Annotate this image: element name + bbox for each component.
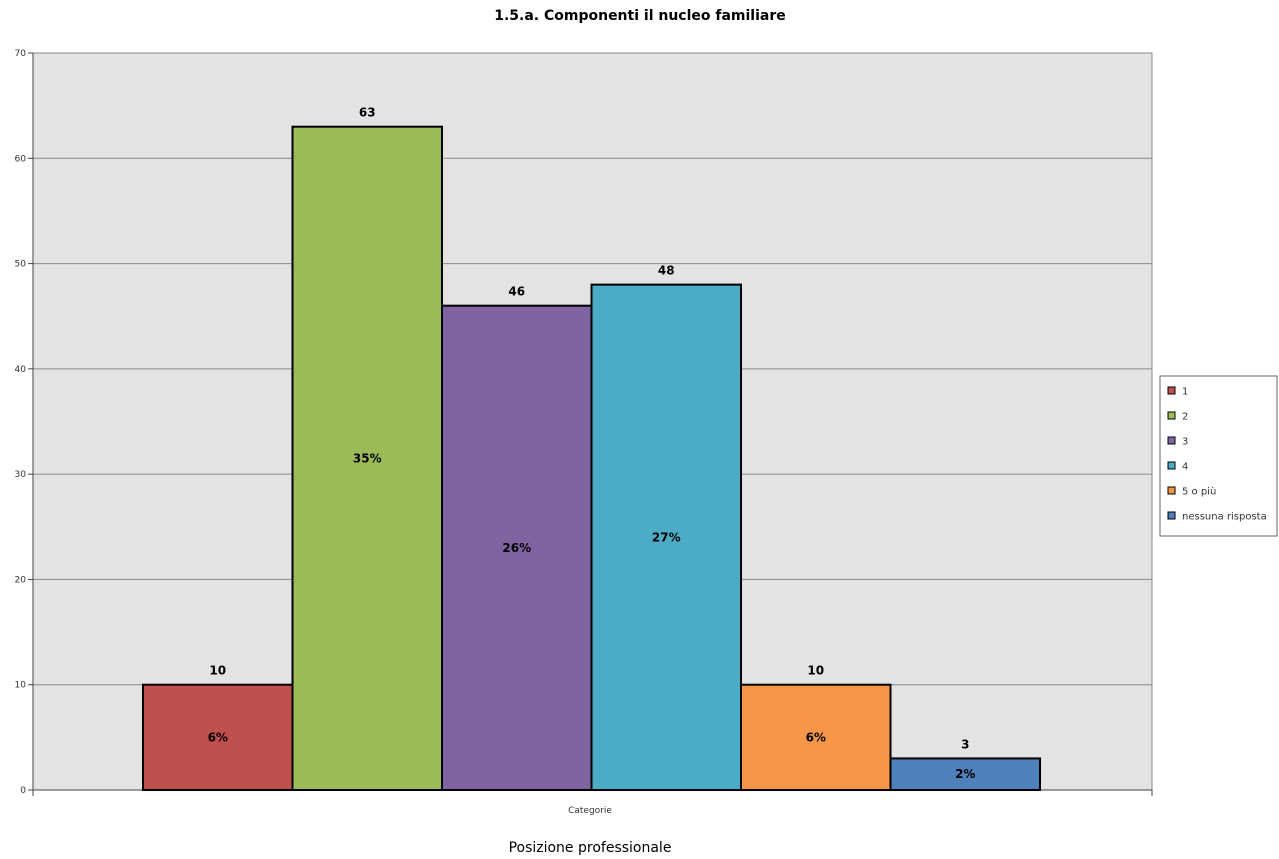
bar-2 bbox=[291, 125, 443, 791]
y-tick-label: 40 bbox=[15, 365, 27, 375]
x-axis-title: Posizione professionale bbox=[509, 840, 672, 856]
legend-label: 4 bbox=[1182, 462, 1188, 473]
bar-4 bbox=[590, 283, 742, 791]
bar-value-label: 63 bbox=[359, 106, 376, 120]
legend-label: 3 bbox=[1182, 437, 1188, 448]
legend: 1 2 3 4 5 o più nessuna risposta bbox=[1159, 375, 1278, 537]
legend-swatch bbox=[1167, 386, 1176, 395]
legend-swatch bbox=[1167, 436, 1176, 445]
bar-value-label: 3 bbox=[961, 737, 969, 751]
bar-value-label: 46 bbox=[508, 285, 525, 299]
x-category-label: Categorie bbox=[568, 806, 612, 816]
bar-percent-label: 27% bbox=[652, 530, 681, 544]
bar-3 bbox=[441, 304, 593, 791]
y-tick-label: 20 bbox=[15, 575, 27, 585]
legend-swatch bbox=[1167, 486, 1176, 495]
legend-box bbox=[1159, 375, 1278, 537]
chart-title: 1.5.a. Componenti il nucleo familiare bbox=[494, 8, 786, 24]
bar-percent-label: 2% bbox=[955, 767, 975, 781]
bar-5 bbox=[740, 683, 892, 792]
bar-percent-label: 6% bbox=[806, 730, 826, 744]
legend-swatch bbox=[1167, 411, 1176, 420]
bars bbox=[142, 125, 1041, 792]
y-tick-label: 30 bbox=[15, 470, 27, 480]
bar-6 bbox=[889, 757, 1041, 792]
bar-value-label: 10 bbox=[807, 664, 824, 678]
y-tick-label: 0 bbox=[20, 786, 26, 796]
legend-label: nessuna risposta bbox=[1182, 512, 1267, 523]
bar-1 bbox=[142, 683, 294, 792]
bar-value-label: 48 bbox=[658, 264, 675, 278]
bar-percent-label: 26% bbox=[502, 541, 531, 555]
y-tick-label: 10 bbox=[15, 681, 27, 691]
data-labels: 10 6% 63 35% 46 26% 48 27% 10 6% 3 2% bbox=[208, 106, 976, 782]
y-tick-label: 50 bbox=[15, 260, 27, 270]
y-tick-label: 60 bbox=[15, 154, 27, 164]
legend-label: 5 o più bbox=[1182, 486, 1216, 498]
y-tick-label: 70 bbox=[15, 49, 27, 59]
legend-swatch bbox=[1167, 511, 1176, 520]
legend-swatch bbox=[1167, 461, 1176, 470]
legend-label: 2 bbox=[1182, 412, 1188, 423]
legend-label: 1 bbox=[1182, 387, 1188, 398]
bar-percent-label: 35% bbox=[353, 451, 382, 465]
bar-percent-label: 6% bbox=[208, 730, 228, 744]
bar-value-label: 10 bbox=[209, 664, 226, 678]
